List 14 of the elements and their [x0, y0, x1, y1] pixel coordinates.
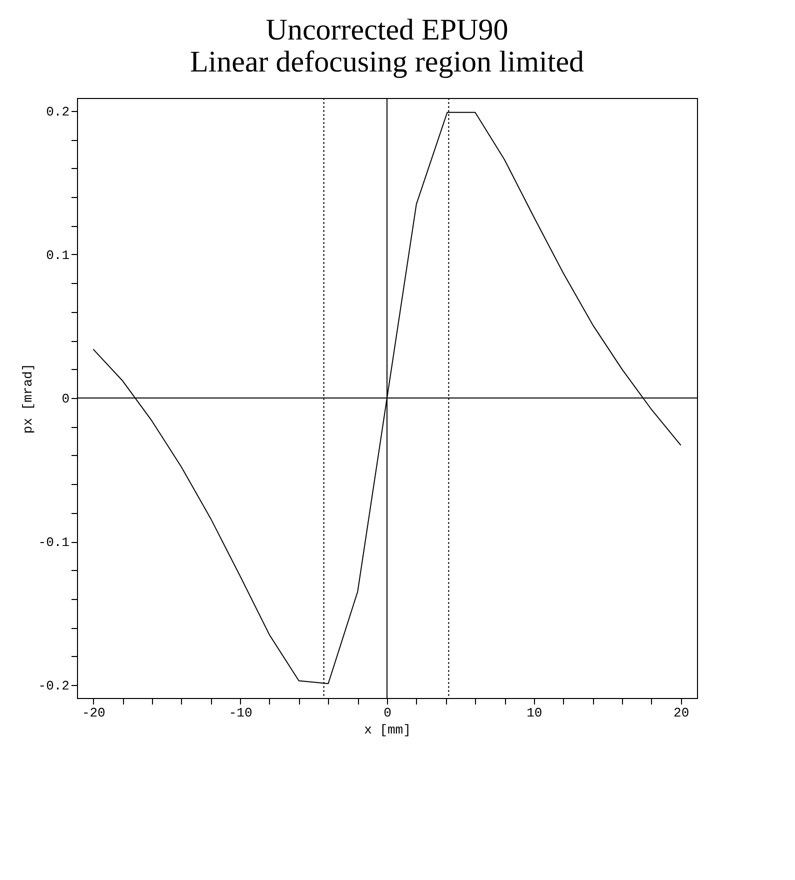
x-tick-label: -10: [228, 706, 252, 720]
x-tick-label: 20: [674, 706, 690, 720]
y-tick-label: 0.2: [46, 104, 70, 120]
text: Linear defocusing region limited: [190, 46, 584, 78]
y-tick-label: 0: [62, 392, 70, 406]
x-tick-label: 10: [526, 706, 542, 720]
x-tick-label: -20: [82, 706, 106, 720]
y-tick-label: 0.1: [46, 248, 70, 263]
text: Uncorrected EPU90: [266, 14, 508, 46]
y-tick-label: -0.2: [38, 678, 70, 694]
x-tick-label: 0: [384, 706, 392, 720]
x-axis-title: x [mm]: [364, 722, 411, 738]
y-axis-title: px [mrad]: [20, 363, 36, 434]
y-tick-label: -0.1: [38, 535, 70, 550]
